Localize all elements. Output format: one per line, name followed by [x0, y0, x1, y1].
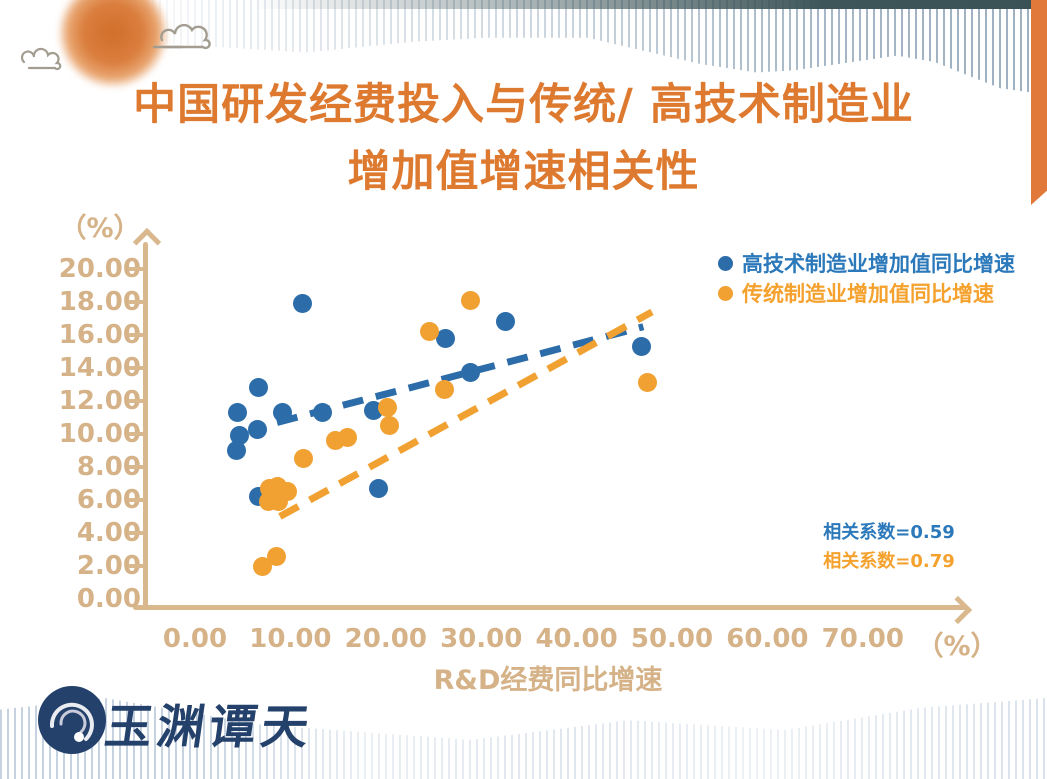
scatter-point: [380, 416, 400, 436]
scatter-point: [363, 401, 383, 421]
scatter-point: [461, 363, 481, 383]
y-tick-label: 0.00: [76, 584, 141, 614]
y-axis-line: [143, 242, 148, 608]
page-title: 中国研发经费投入与传统/ 高技术制造业 增加值增速相关性: [0, 72, 1047, 206]
y-tick-label: 20.00: [58, 254, 141, 284]
trend-line-traditional: [278, 308, 654, 520]
scatter-point: [435, 379, 455, 399]
y-tick-mark: [128, 366, 145, 370]
y-tick-mark: [128, 300, 145, 304]
page-title-line2: 增加值增速相关性: [347, 147, 700, 197]
y-tick-label: 10.00: [58, 419, 141, 449]
trend-line-hightech: [276, 323, 645, 426]
x-tick-label: 70.00: [821, 624, 904, 654]
scatter-point: [420, 322, 440, 342]
legend-label-hightech: 高技术制造业增加值同比增速: [742, 252, 1015, 276]
scatter-point: [461, 290, 481, 310]
y-tick-label: 16.00: [58, 320, 141, 350]
scatter-point: [230, 426, 250, 446]
scatter-point: [249, 378, 269, 398]
top-bar-decoration: [250, 0, 1047, 9]
x-tick-label: 10.00: [249, 624, 332, 654]
x-tick-label: 40.00: [535, 624, 618, 654]
x-tick-label: 30.00: [440, 624, 523, 654]
x-tick-label: 20.00: [344, 624, 427, 654]
y-tick-label: 14.00: [58, 353, 141, 383]
x-axis-line: [133, 605, 967, 610]
scatter-point: [631, 337, 651, 357]
legend-item-hightech: 高技术制造业增加值同比增速: [718, 248, 1015, 278]
scatter-point: [378, 398, 398, 418]
scatter-point: [313, 403, 333, 423]
scatter-point: [228, 403, 248, 423]
scatter-point: [266, 546, 286, 566]
sun-decoration: [58, 0, 168, 88]
y-tick-mark: [128, 432, 145, 436]
scatter-point: [637, 373, 657, 393]
y-axis-unit-label: （%）: [59, 213, 141, 244]
logo-icon: [38, 686, 106, 754]
y-tick-mark: [128, 531, 145, 535]
scatter-point: [253, 556, 273, 576]
legend: 高技术制造业增加值同比增速 传统制造业增加值同比增速: [718, 248, 1015, 308]
correlation-label-traditional: 相关系数=0.79: [823, 551, 955, 572]
scatter-point: [247, 419, 267, 439]
page-title-line1: 中国研发经费投入与传统/ 高技术制造业: [133, 80, 914, 130]
y-tick-mark: [128, 267, 145, 271]
correlation-label-hightech: 相关系数=0.59: [823, 522, 955, 543]
y-tick-label: 12.00: [58, 386, 141, 416]
x-tick-label: 60.00: [726, 624, 809, 654]
y-tick-mark: [128, 498, 145, 502]
scatter-point: [273, 403, 293, 423]
x-tick-label: 50.00: [630, 624, 714, 654]
y-tick-label: 18.00: [58, 287, 141, 317]
scatter-point: [269, 492, 289, 512]
y-tick-mark: [128, 333, 145, 337]
scatter-point: [294, 449, 314, 469]
x-tick-label: 0.00: [162, 624, 228, 654]
cloud-icon: [152, 23, 211, 50]
y-tick-mark: [128, 564, 145, 568]
x-axis-title: R&D经费同比增速: [433, 665, 663, 696]
y-tick-mark: [128, 399, 145, 403]
legend-item-traditional: 传统制造业增加值同比增速: [718, 278, 1015, 308]
legend-dot-traditional: [718, 285, 733, 301]
y-tick-mark: [128, 465, 145, 469]
logo-text: 玉渊谭天: [101, 700, 318, 755]
right-accent-bar: [1031, 0, 1047, 205]
scatter-point: [436, 328, 456, 348]
scatter-point: [325, 431, 345, 451]
scatter-point: [495, 312, 515, 332]
scatter-point: [368, 478, 388, 498]
legend-label-traditional: 传统制造业增加值同比增速: [742, 282, 994, 306]
scatter-point: [227, 441, 247, 460]
scatter-point: [293, 294, 313, 314]
x-axis-unit-label: （%）: [916, 631, 998, 662]
cloud-icon: [20, 47, 62, 71]
legend-dot-hightech: [718, 255, 733, 271]
